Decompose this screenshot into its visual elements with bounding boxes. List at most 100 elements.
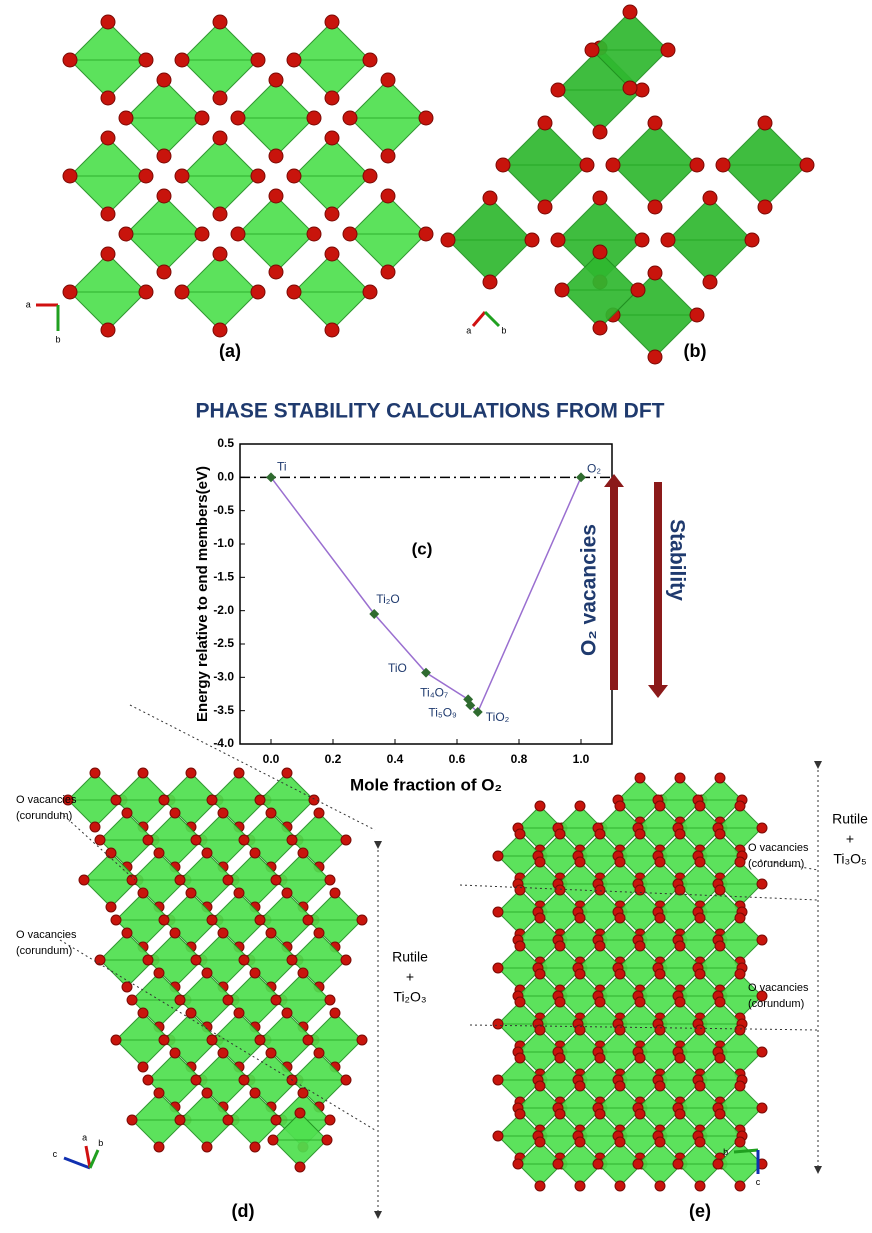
oxygen <box>111 915 121 925</box>
oxygen <box>735 1137 745 1147</box>
oxygen <box>191 955 201 965</box>
oxygen <box>223 1115 233 1125</box>
oxygen <box>138 888 148 898</box>
oxygen <box>493 1131 503 1141</box>
oxygen <box>715 997 725 1007</box>
oxygen <box>363 169 377 183</box>
oxygen <box>745 233 759 247</box>
phase-label: Ti₂O₃ <box>393 989 426 1005</box>
oxygen <box>127 995 137 1005</box>
axis-arrow <box>485 312 499 326</box>
oxygen <box>555 1053 565 1063</box>
axis-arrow <box>734 1150 758 1152</box>
oxygen <box>615 1181 625 1191</box>
oxygen <box>175 995 185 1005</box>
oxygen <box>234 1008 244 1018</box>
oxygen <box>493 1075 503 1085</box>
oxygen <box>735 969 745 979</box>
oxygen <box>661 233 675 247</box>
oxygen <box>635 233 649 247</box>
oxygen <box>119 111 133 125</box>
oxygen <box>255 915 265 925</box>
oxygen <box>325 995 335 1005</box>
oxygen <box>381 265 395 279</box>
oxygen <box>122 808 132 818</box>
oxygen <box>757 1047 767 1057</box>
oxygen <box>493 963 503 973</box>
oxygen <box>343 111 357 125</box>
oxygen <box>615 969 625 979</box>
oxygen <box>101 247 115 261</box>
oxygen <box>325 91 339 105</box>
oxygen <box>580 158 594 172</box>
oxygen <box>63 169 77 183</box>
oxygen <box>231 227 245 241</box>
panel-label: (c) <box>412 539 433 558</box>
oxygen <box>213 207 227 221</box>
oxygen <box>195 111 209 125</box>
oxygen <box>648 266 662 280</box>
oxygen <box>157 73 171 87</box>
oxygen <box>325 875 335 885</box>
oxygen <box>343 227 357 241</box>
x-tick-label: 0.0 <box>263 752 280 766</box>
oxygen <box>325 15 339 29</box>
annotation: O vacancies <box>16 929 77 941</box>
oxygen <box>325 1115 335 1125</box>
oxygen <box>250 848 260 858</box>
oxygen <box>202 968 212 978</box>
oxygen <box>575 913 585 923</box>
oxygen <box>535 1137 545 1147</box>
oxygen <box>419 111 433 125</box>
oxygen <box>111 1035 121 1045</box>
phase-label: Rutile <box>832 811 868 827</box>
oxygen <box>757 935 767 945</box>
oxygen <box>648 350 662 364</box>
oxygen <box>538 200 552 214</box>
oxygen <box>555 941 565 951</box>
oxygen <box>251 53 265 67</box>
oxygen <box>655 1181 665 1191</box>
oxygen <box>615 801 625 811</box>
axis-arrow <box>90 1150 98 1168</box>
oxygen <box>575 857 585 867</box>
oxygen <box>513 1159 523 1169</box>
oxygen <box>287 955 297 965</box>
arrow-stability <box>654 482 662 687</box>
axis-letter: b <box>98 1138 103 1148</box>
oxygen <box>154 848 164 858</box>
oxygen <box>271 995 281 1005</box>
oxygen <box>615 857 625 867</box>
oxygen <box>675 829 685 839</box>
oxygen <box>381 149 395 163</box>
oxygen <box>218 1048 228 1058</box>
oxygen <box>341 835 351 845</box>
oxygen <box>119 227 133 241</box>
oxygen <box>266 928 276 938</box>
oxygen <box>655 857 665 867</box>
oxygen <box>575 1137 585 1147</box>
oxygen <box>713 1159 723 1169</box>
oxygen <box>154 968 164 978</box>
phase-label: Ti₃O₅ <box>833 851 866 867</box>
oxygen <box>555 829 565 839</box>
panel-label: (b) <box>684 341 707 361</box>
point-label: TiO <box>388 661 407 675</box>
oxygen <box>493 851 503 861</box>
oxygen <box>170 1048 180 1058</box>
oxygen <box>631 283 645 297</box>
y-tick-label: -2.0 <box>213 603 234 617</box>
oxygen <box>266 808 276 818</box>
oxygen <box>655 1081 665 1091</box>
oxygen <box>715 773 725 783</box>
oxygen <box>648 116 662 130</box>
oxygen <box>202 1142 212 1152</box>
oxygen <box>101 323 115 337</box>
oxygen <box>757 1103 767 1113</box>
oxygen <box>202 848 212 858</box>
oxygen <box>139 169 153 183</box>
oxygen <box>95 835 105 845</box>
oxygen <box>223 875 233 885</box>
oxygen <box>553 1159 563 1169</box>
oxygen <box>90 822 100 832</box>
